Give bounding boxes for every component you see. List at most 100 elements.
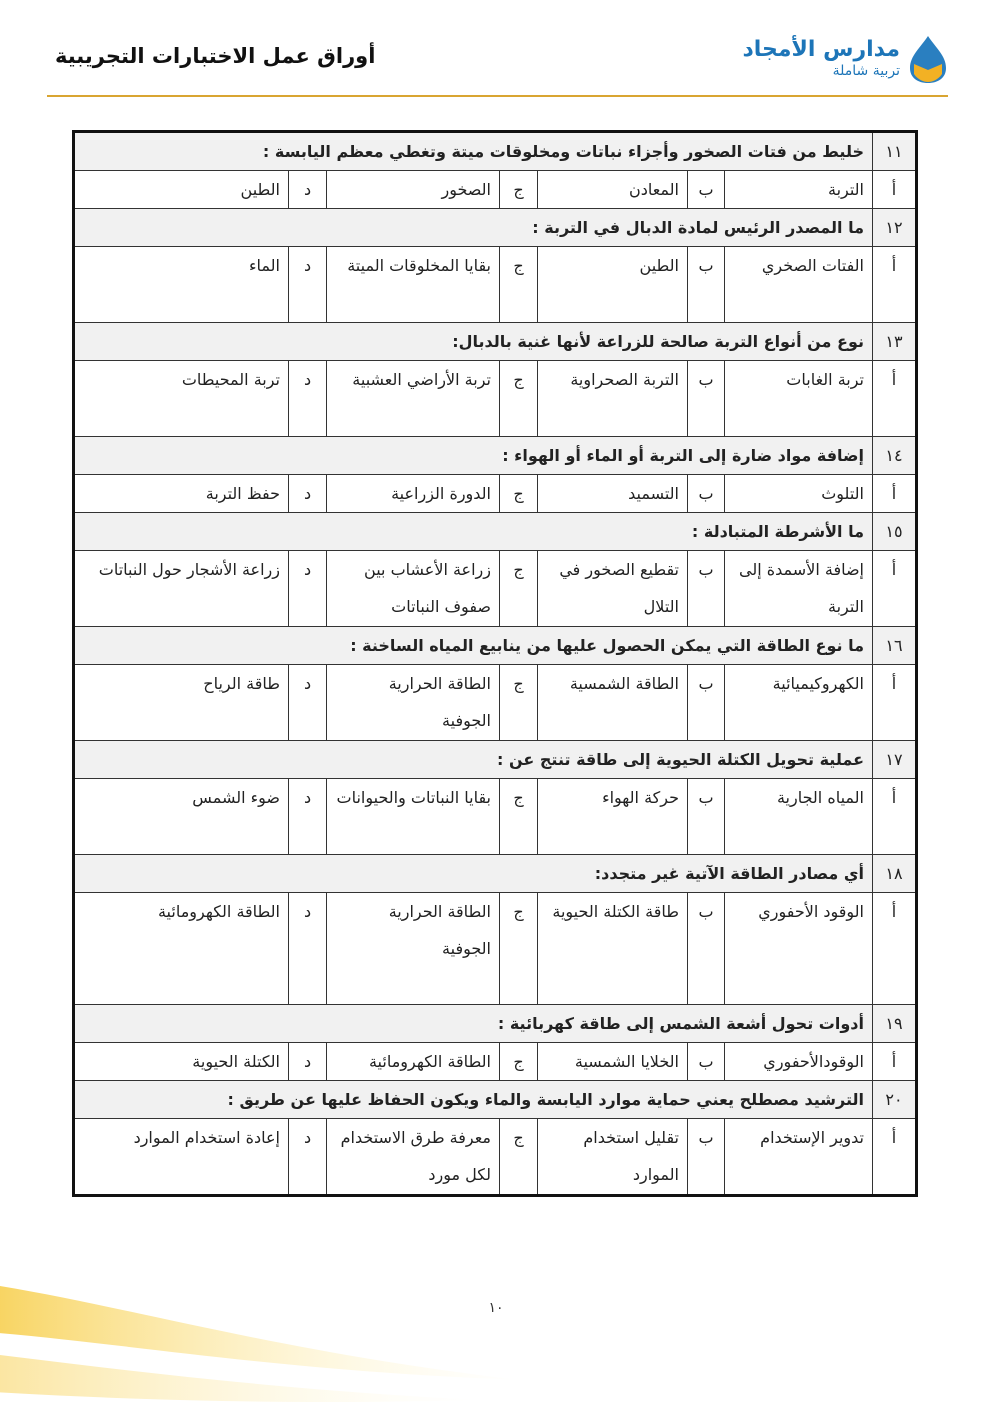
question-row: ٢٠ الترشيد مصطلح يعني حماية موارد اليابسة… <box>73 1080 917 1119</box>
option-letter: ج <box>499 664 538 741</box>
option-letter: ج <box>499 892 538 1005</box>
option-letter: ج <box>499 474 538 513</box>
option-4[interactable]: إعادة استخدام الموارد <box>73 1118 289 1196</box>
option-3[interactable]: الصخور <box>326 170 500 209</box>
option-1[interactable]: إضافة الأسمدة إلى التربة <box>724 550 873 627</box>
header-rule <box>47 95 948 97</box>
option-2[interactable]: الخلايا الشمسية <box>537 1042 688 1081</box>
option-letter: ب <box>687 778 725 855</box>
option-letter: د <box>288 246 327 323</box>
question-text: ما الأشرطة المتبادلة : <box>73 512 873 551</box>
option-2[interactable]: طاقة الكتلة الحيوية <box>537 892 688 1005</box>
option-letter: ج <box>499 360 538 437</box>
question-number: ١٨ <box>872 854 917 893</box>
option-2[interactable]: حركة الهواء <box>537 778 688 855</box>
options-row: أ الوقود الأحفوري ب طاقة الكتلة الحيوية ج الط… <box>73 892 917 1005</box>
option-letter: أ <box>872 1118 917 1196</box>
option-1[interactable]: تدوير الإستخدام <box>724 1118 873 1196</box>
option-1[interactable]: التلوث <box>724 474 873 513</box>
question-number: ١٦ <box>872 626 917 665</box>
question-number: ١٤ <box>872 436 917 475</box>
option-letter: أ <box>872 246 917 323</box>
option-3[interactable]: الدورة الزراعية <box>326 474 500 513</box>
logo-subtitle: تربية شاملة <box>832 63 900 79</box>
option-2[interactable]: التربة الصحراوية <box>537 360 688 437</box>
option-letter: د <box>288 474 327 513</box>
question-number: ٢٠ <box>872 1080 917 1119</box>
option-letter: أ <box>872 550 917 627</box>
option-3[interactable]: الطاقة الحرارية الجوفية <box>326 892 500 1005</box>
option-3[interactable]: الطاقة الحرارية الجوفية <box>326 664 500 741</box>
question-row: ١٥ ما الأشرطة المتبادلة : <box>73 512 917 551</box>
options-row: أ تدوير الإستخدام ب تقليل استخدام الموارد ج م… <box>73 1118 917 1196</box>
options-row: أ إضافة الأسمدة إلى التربة ب تقطيع الصخور ف… <box>73 550 917 627</box>
option-2[interactable]: الطاقة الشمسية <box>537 664 688 741</box>
question-row: ١١ خليط من فتات الصخور وأجزاء نباتات ومخل… <box>73 131 917 171</box>
question-row: ١٨ أي مصادر الطاقة الآتية غير متجدد: <box>73 854 917 893</box>
question-row: ١٣ نوع من أنواع التربة صالحة للزراعة لأنه… <box>73 322 917 361</box>
option-letter: أ <box>872 664 917 741</box>
option-3[interactable]: تربة الأراضي العشبية <box>326 360 500 437</box>
option-1[interactable]: الوقود الأحفوري <box>724 892 873 1005</box>
question-number: ١١ <box>872 131 917 171</box>
options-row: أ تربة الغابات ب التربة الصحراوية ج تربة الأر… <box>73 360 917 437</box>
option-3[interactable]: زراعة الأعشاب بين صفوف النباتات <box>326 550 500 627</box>
option-4[interactable]: حفظ التربة <box>73 474 289 513</box>
option-3[interactable]: بقايا المخلوقات الميتة <box>326 246 500 323</box>
option-1[interactable]: الوقودالأحفوري <box>724 1042 873 1081</box>
option-1[interactable]: التربة <box>724 170 873 209</box>
option-4[interactable]: الكتلة الحيوية <box>73 1042 289 1081</box>
option-letter: أ <box>872 170 917 209</box>
option-2[interactable]: التسميد <box>537 474 688 513</box>
option-letter: ب <box>687 664 725 741</box>
option-2[interactable]: تقطيع الصخور في التلال <box>537 550 688 627</box>
option-letter: أ <box>872 778 917 855</box>
option-letter: أ <box>872 1042 917 1081</box>
option-3[interactable]: الطاقة الكهرومائية <box>326 1042 500 1081</box>
option-4[interactable]: الطين <box>73 170 289 209</box>
option-1[interactable]: تربة الغابات <box>724 360 873 437</box>
question-text: أي مصادر الطاقة الآتية غير متجدد: <box>73 854 873 893</box>
option-letter: د <box>288 1118 327 1196</box>
question-text: ما نوع الطاقة التي يمكن الحصول عليها من … <box>73 626 873 665</box>
options-row: أ الفتات الصخري ب الطين ج بقايا المخلوقات الم… <box>73 246 917 323</box>
option-1[interactable]: الكهروكيميائية <box>724 664 873 741</box>
question-text: إضافة مواد ضارة إلى التربة أو الماء أو ا… <box>73 436 873 475</box>
option-4[interactable]: تربة المحيطات <box>73 360 289 437</box>
question-text: ما المصدر الرئيس لمادة الدبال في التربة … <box>73 208 873 247</box>
document-title: أوراق عمل الاختبارات التجريبية <box>55 44 376 68</box>
question-number: ١٧ <box>872 740 917 779</box>
option-3[interactable]: معرفة طرق الاستخدام لكل مورد <box>326 1118 500 1196</box>
option-4[interactable]: ضوء الشمس <box>73 778 289 855</box>
option-4[interactable]: زراعة الأشجار حول النباتات <box>73 550 289 627</box>
option-1[interactable]: المياه الجارية <box>724 778 873 855</box>
options-row: أ الوقودالأحفوري ب الخلايا الشمسية ج الطاقة ا… <box>73 1042 917 1081</box>
option-4[interactable]: الطاقة الكهرومائية <box>73 892 289 1005</box>
question-text: أدوات تحول أشعة الشمس إلى طاقة كهربائية … <box>73 1004 873 1043</box>
option-3[interactable]: بقايا النباتات والحيوانات <box>326 778 500 855</box>
option-letter: ج <box>499 170 538 209</box>
question-row: ١٧ عملية تحويل الكتلة الحيوية إلى طاقة تن… <box>73 740 917 779</box>
option-2[interactable]: تقليل استخدام الموارد <box>537 1118 688 1196</box>
option-letter: د <box>288 892 327 1005</box>
option-letter: ج <box>499 1118 538 1196</box>
question-text: نوع من أنواع التربة صالحة للزراعة لأنها … <box>73 322 873 361</box>
option-4[interactable]: طاقة الرياح <box>73 664 289 741</box>
option-letter: د <box>288 550 327 627</box>
logo-name: مدارس الأمجاد <box>742 37 900 62</box>
question-number: ١٢ <box>872 208 917 247</box>
option-4[interactable]: الماء <box>73 246 289 323</box>
decorative-swoosh <box>0 1286 520 1402</box>
option-letter: ج <box>499 246 538 323</box>
option-letter: أ <box>872 360 917 437</box>
option-letter: د <box>288 1042 327 1081</box>
options-row: أ المياه الجارية ب حركة الهواء ج بقايا النبات… <box>73 778 917 855</box>
question-row: ١٢ ما المصدر الرئيس لمادة الدبال في الترب… <box>73 208 917 247</box>
page-number: ١٠ <box>488 1300 504 1316</box>
option-letter: ج <box>499 778 538 855</box>
option-1[interactable]: الفتات الصخري <box>724 246 873 323</box>
option-2[interactable]: المعادن <box>537 170 688 209</box>
question-text: الترشيد مصطلح يعني حماية موارد اليابسة و… <box>73 1080 873 1119</box>
question-number: ١٩ <box>872 1004 917 1043</box>
option-2[interactable]: الطين <box>537 246 688 323</box>
